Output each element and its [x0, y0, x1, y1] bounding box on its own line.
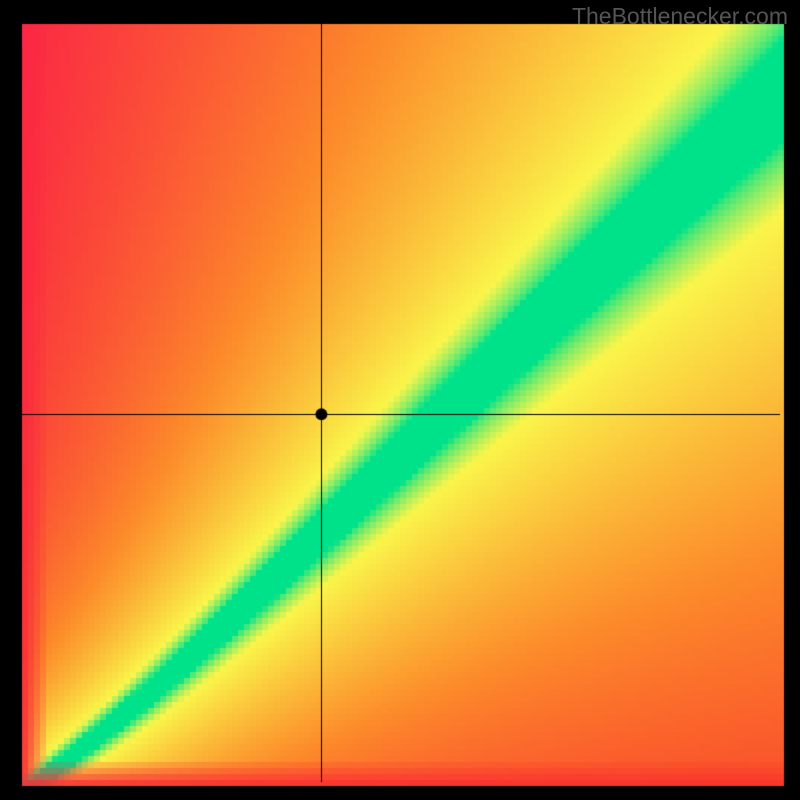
bottleneck-heatmap	[0, 0, 800, 800]
chart-container: TheBottlenecker.com	[0, 0, 800, 800]
watermark-text: TheBottlenecker.com	[572, 3, 788, 30]
